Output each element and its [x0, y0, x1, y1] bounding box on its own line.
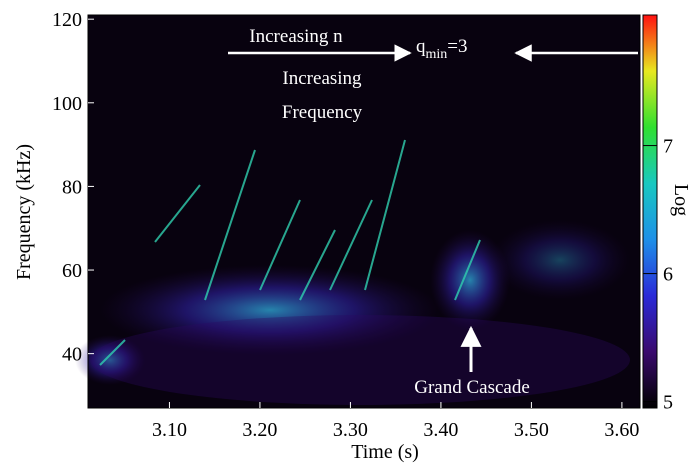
- colorbar-tick-label: 6: [663, 264, 673, 286]
- x-tick-label: 3.20: [242, 419, 277, 441]
- qmin-sub: min: [426, 47, 448, 62]
- x-tick-label: 3.50: [514, 419, 549, 441]
- colorbar-tick-label: 5: [663, 392, 673, 414]
- qmin-base: q: [416, 36, 426, 57]
- y-tick-label: 80: [62, 176, 82, 198]
- colorbar: [642, 14, 658, 409]
- y-tick-label: 40: [62, 344, 82, 366]
- x-axis-label: Time (s): [351, 441, 419, 463]
- x-tick-label: 3.30: [333, 419, 368, 441]
- x-tick-label: 3.10: [152, 419, 187, 441]
- y-tick-label: 100: [52, 93, 82, 115]
- colorbar-tick-label: 7: [663, 136, 673, 158]
- annotation: Grand Cascade: [414, 377, 530, 398]
- y-tick-label: 60: [62, 260, 82, 282]
- colorbar-label: Log: [670, 184, 692, 216]
- annotation: Frequency: [282, 102, 363, 123]
- y-axis-label: Frequency (kHz): [13, 144, 35, 280]
- annotation: Increasing n: [249, 26, 343, 47]
- x-tick-label: 3.40: [423, 419, 458, 441]
- qmin-rest: =3: [447, 36, 467, 57]
- annotation: Increasing: [282, 68, 362, 89]
- plot-frame: [87, 14, 641, 409]
- y-tick-label: 120: [52, 9, 82, 31]
- spectrogram-texture: [75, 139, 630, 405]
- annotation: qmin=3: [416, 36, 468, 62]
- x-tick-label: 3.60: [604, 419, 639, 441]
